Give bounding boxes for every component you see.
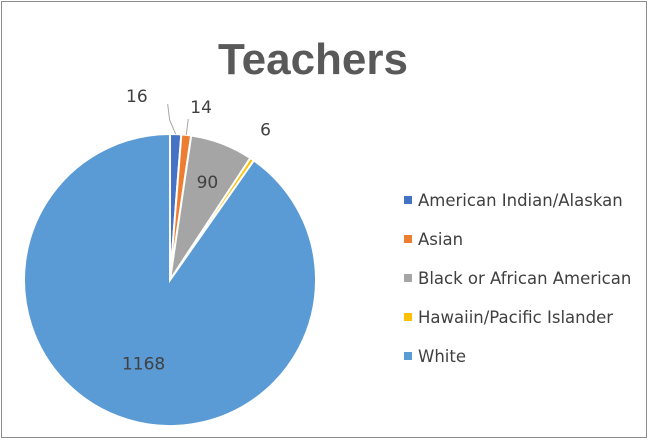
data-label-white: 1168 xyxy=(122,355,165,375)
pie-slices xyxy=(23,132,317,427)
legend-label-hawaiin-pacific-islander: Hawaiin/Pacific Islander xyxy=(418,308,613,327)
data-label-american-indian-alaskan: 16 xyxy=(126,87,148,107)
pie-slice-white xyxy=(23,132,317,427)
legend-swatch-asian xyxy=(404,235,412,243)
leader-lines xyxy=(167,104,189,135)
leader-line-asian xyxy=(185,118,189,135)
legend-swatch-black-or-african-american xyxy=(404,274,412,282)
data-labels: 16 14 90 6 1168 xyxy=(122,87,271,374)
data-label-black-or-african-american: 90 xyxy=(197,173,219,193)
legend: American Indian/Alaskan Asian Black or Afr… xyxy=(404,191,631,366)
data-label-hawaiin-pacific-islander: 6 xyxy=(260,120,271,140)
chart-title: Teachers xyxy=(218,35,408,84)
leader-line-american-indian-alaskan xyxy=(167,104,177,135)
data-label-asian: 14 xyxy=(190,98,212,118)
legend-label-asian: Asian xyxy=(418,230,463,249)
legend-label-white: White xyxy=(418,347,466,366)
legend-swatch-hawaiin-pacific-islander xyxy=(404,313,412,321)
legend-swatch-american-indian-alaskan xyxy=(404,196,412,204)
legend-swatch-white xyxy=(404,352,412,360)
legend-label-black-or-african-american: Black or African American xyxy=(418,269,631,288)
legend-label-american-indian-alaskan: American Indian/Alaskan xyxy=(418,191,623,210)
